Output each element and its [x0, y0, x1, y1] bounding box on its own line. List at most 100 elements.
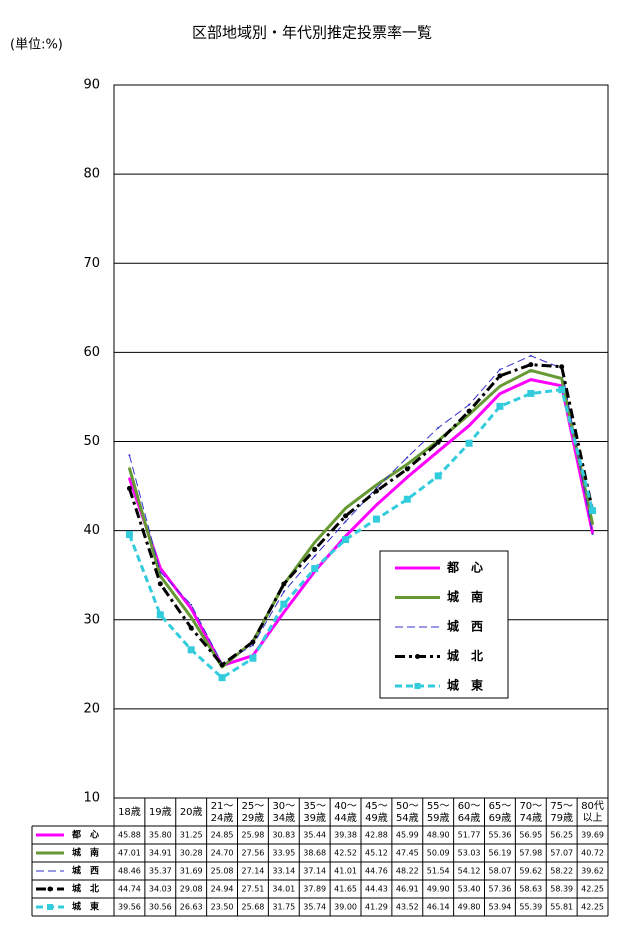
data-point	[496, 402, 504, 410]
table-value: 46.91	[396, 885, 419, 894]
table-value: 31.25	[180, 831, 203, 840]
table-value: 48.46	[118, 867, 141, 876]
table-value: 30.56	[149, 903, 172, 912]
x-tick-label: 35～ 39歳	[303, 801, 326, 824]
legend-marker	[47, 904, 53, 910]
table-value: 45.99	[396, 831, 419, 840]
table-value: 33.14	[272, 867, 295, 876]
data-point	[528, 362, 534, 368]
table-value: 48.22	[396, 867, 419, 876]
y-tick-label: 30	[83, 612, 100, 627]
table-value: 58.22	[550, 867, 573, 876]
table-value: 49.80	[458, 903, 481, 912]
x-tick-label: 18歳	[118, 806, 141, 818]
x-tick-label: 80代以上	[581, 800, 604, 824]
table-value: 30.28	[180, 849, 203, 858]
table-value: 37.14	[303, 867, 326, 876]
data-point	[159, 574, 162, 577]
data-point	[343, 513, 349, 519]
table-value: 24.85	[211, 831, 234, 840]
table-value: 53.40	[458, 885, 481, 894]
row-label: 城 東	[72, 901, 99, 913]
y-tick-label: 90	[83, 78, 100, 93]
data-point	[372, 515, 380, 523]
table-value: 45.88	[118, 831, 141, 840]
x-tick-label: 70～ 74歳	[519, 801, 542, 824]
data-point	[313, 555, 316, 558]
table-value: 57.98	[519, 849, 542, 858]
data-point	[468, 424, 471, 427]
data-point	[435, 439, 441, 445]
table-value: 57.36	[488, 885, 511, 894]
data-point	[375, 503, 378, 506]
table-value: 44.76	[365, 867, 388, 876]
row-label: 都 心	[71, 829, 99, 841]
x-tick-label: 30～ 34歳	[272, 801, 295, 824]
table-value: 53.03	[458, 849, 481, 858]
table-value: 53.94	[488, 903, 511, 912]
data-point	[591, 523, 594, 526]
table-value: 29.08	[180, 885, 203, 894]
data-point	[529, 354, 532, 357]
data-point	[313, 541, 316, 544]
table-value: 31.75	[272, 903, 295, 912]
data-point	[281, 581, 287, 587]
table-value: 42.88	[365, 831, 388, 840]
x-tick-label: 21～ 24歳	[211, 801, 234, 824]
data-point	[404, 466, 410, 472]
data-point	[190, 616, 193, 619]
x-tick-label: 19歳	[149, 806, 172, 818]
legend-label: 城 西	[447, 619, 483, 634]
data-point	[406, 476, 409, 479]
table-value: 37.89	[303, 885, 326, 894]
chart-title: 区部地域別・年代別推定投票率一覧	[192, 24, 432, 42]
data-point	[128, 477, 131, 480]
table-value: 56.25	[550, 831, 573, 840]
data-point	[466, 408, 472, 414]
y-tick-label: 10	[83, 791, 100, 806]
data-point	[156, 611, 164, 619]
unit-label: (単位:%)	[10, 37, 63, 53]
table-value: 57.07	[550, 849, 573, 858]
legend-label: 都 心	[446, 560, 483, 575]
table-value: 54.12	[458, 867, 481, 876]
data-point	[282, 611, 285, 614]
series-line	[127, 378, 595, 668]
data-point	[465, 439, 473, 447]
x-tick-label: 50～ 54歳	[396, 801, 419, 824]
data-point	[344, 520, 347, 523]
x-tick-label: 75～ 79歳	[550, 801, 573, 824]
data-point	[249, 654, 257, 662]
data-point	[251, 644, 254, 647]
data-point	[437, 426, 440, 429]
data-point	[497, 373, 503, 379]
table-value: 41.01	[334, 867, 357, 876]
table-value: 48.90	[427, 831, 450, 840]
y-tick-label: 50	[83, 434, 100, 449]
series-line	[128, 388, 595, 680]
table-value: 56.95	[519, 831, 542, 840]
table-value: 51.54	[427, 867, 450, 876]
data-point	[558, 386, 566, 394]
data-point	[311, 565, 319, 573]
x-tick-label: 25～ 29歳	[242, 801, 265, 824]
table-value: 39.38	[334, 831, 357, 840]
table-value: 34.01	[272, 885, 295, 894]
table-value: 41.65	[334, 885, 357, 894]
table-value: 46.14	[427, 903, 450, 912]
table-value: 58.39	[550, 885, 573, 894]
data-point	[468, 403, 471, 406]
x-tick-label: 60～ 64歳	[458, 801, 481, 824]
row-label: 城 北	[72, 883, 99, 895]
data-point	[342, 536, 350, 544]
table-value: 35.44	[303, 831, 326, 840]
data-point	[529, 369, 532, 372]
table-value: 23.50	[211, 903, 234, 912]
data-point	[498, 368, 501, 371]
table-value: 43.52	[396, 903, 419, 912]
data-point	[219, 662, 225, 668]
data-point	[498, 385, 501, 388]
legend-marker	[47, 886, 53, 892]
table-value: 51.77	[458, 831, 481, 840]
